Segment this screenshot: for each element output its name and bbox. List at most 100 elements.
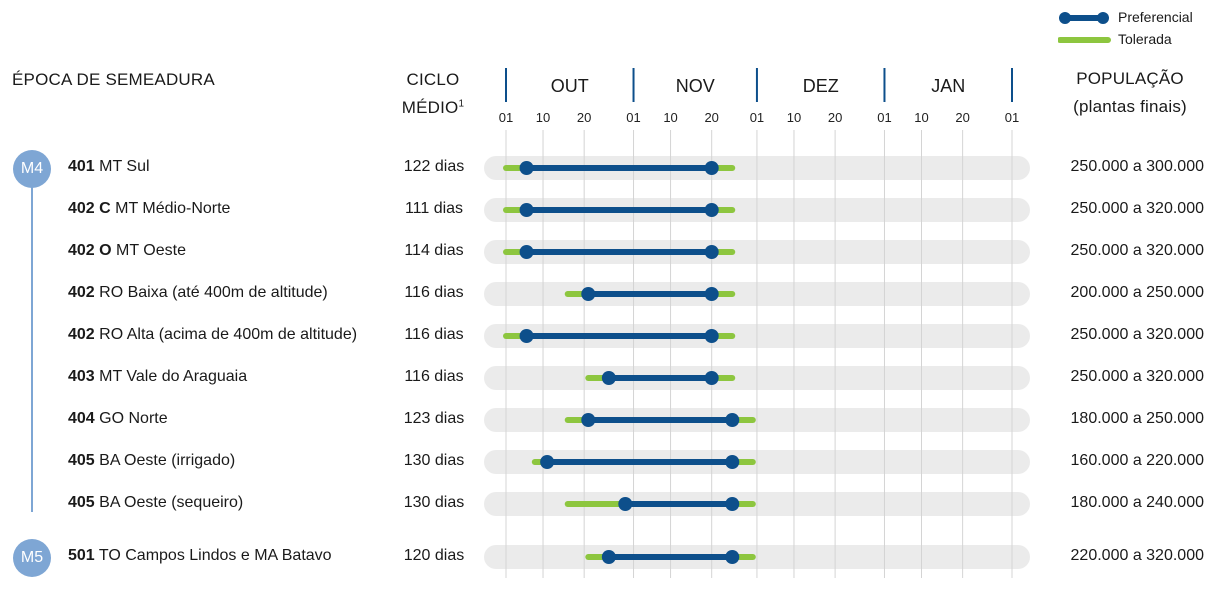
preferred-end-dot bbox=[725, 455, 740, 469]
row-name: RO Baixa (até 400m de altitude) bbox=[94, 284, 328, 301]
row-label: 404 GO Norte bbox=[68, 410, 168, 428]
row-label: 405 BA Oeste (irrigado) bbox=[68, 452, 235, 470]
month-label: JAN bbox=[931, 76, 966, 96]
row-population: 250.000 a 320.000 bbox=[1070, 242, 1204, 259]
row-cycle: 123 dias bbox=[403, 410, 465, 427]
row-label: 405 BA Oeste (sequeiro) bbox=[68, 494, 243, 512]
preferred-start-dot bbox=[540, 455, 555, 469]
row-population: 160.000 a 220.000 bbox=[1070, 452, 1204, 469]
row-cycle: 130 dias bbox=[403, 494, 465, 511]
tick-label: 01 bbox=[877, 110, 892, 125]
row-name: BA Oeste (sequeiro) bbox=[94, 494, 244, 511]
row-code: 402 bbox=[68, 326, 95, 343]
row-label: 402 RO Baixa (até 400m de altitude) bbox=[68, 284, 328, 302]
tick-label: 10 bbox=[914, 110, 929, 125]
row-cycle: 116 dias bbox=[404, 326, 464, 343]
preferred-start-dot bbox=[581, 287, 596, 301]
tick-label: 01 bbox=[498, 110, 514, 125]
month-label: NOV bbox=[675, 76, 715, 96]
row-code: 405 bbox=[68, 494, 95, 511]
row-cycle: 122 dias bbox=[403, 158, 465, 175]
row-label: 403 MT Vale do Araguaia bbox=[68, 368, 247, 386]
row-code: 403 bbox=[68, 368, 95, 385]
row-cycle: 114 dias bbox=[404, 242, 464, 259]
tick-label: 01 bbox=[1004, 110, 1020, 125]
row-code: 402 O bbox=[68, 242, 112, 259]
preferred-end-dot bbox=[725, 413, 740, 427]
row-name: TO Campos Lindos e MA Batavo bbox=[94, 547, 332, 564]
row-name: RO Alta (acima de 400m de altitude) bbox=[94, 326, 358, 343]
row-cycle: 120 dias bbox=[403, 547, 465, 564]
row-label: 501 TO Campos Lindos e MA Batavo bbox=[68, 547, 332, 565]
preferred-start-dot bbox=[581, 413, 596, 427]
row-name: MT Vale do Araguaia bbox=[94, 368, 248, 385]
row-name: MT Sul bbox=[94, 158, 150, 175]
row-label: 402 O MT Oeste bbox=[68, 242, 186, 260]
preferred-start-dot bbox=[601, 550, 616, 564]
row-population: 250.000 a 320.000 bbox=[1070, 368, 1204, 385]
tick-label: 20 bbox=[576, 110, 592, 125]
row-code: 401 bbox=[68, 158, 95, 175]
row-code: 402 C bbox=[68, 200, 111, 217]
row-name: GO Norte bbox=[94, 410, 168, 427]
preferred-end-dot bbox=[704, 203, 719, 217]
cycle-footnote-marker: 1 bbox=[458, 98, 465, 110]
preferred-start-dot bbox=[519, 161, 534, 175]
legend-preferred-dot-start bbox=[1059, 12, 1071, 24]
row-label: 402 C MT Médio-Norte bbox=[68, 200, 230, 218]
row-cycle: 130 dias bbox=[403, 452, 465, 469]
row-code: 501 bbox=[68, 547, 95, 564]
row-code: 404 bbox=[68, 410, 95, 427]
preferred-end-dot bbox=[725, 550, 740, 564]
group-m4-connector bbox=[31, 186, 33, 512]
row-population: 200.000 a 250.000 bbox=[1070, 284, 1204, 301]
row-population: 250.000 a 320.000 bbox=[1070, 200, 1204, 217]
cycle-header-line1: CICLO bbox=[406, 70, 460, 89]
row-population: 180.000 a 250.000 bbox=[1070, 410, 1204, 427]
legend-preferred-label: Preferencial bbox=[1118, 9, 1193, 25]
preferred-start-dot bbox=[519, 245, 534, 259]
preferred-end-dot bbox=[704, 287, 719, 301]
preferred-start-dot bbox=[618, 497, 633, 511]
tick-label: 20 bbox=[827, 110, 843, 125]
row-population: 250.000 a 300.000 bbox=[1070, 158, 1204, 175]
row-population: 250.000 a 320.000 bbox=[1070, 326, 1204, 343]
row-code: 405 bbox=[68, 452, 95, 469]
tick-label: 20 bbox=[955, 110, 970, 125]
row-label: 402 RO Alta (acima de 400m de altitude) bbox=[68, 326, 357, 344]
group-badge-m5: M5 bbox=[13, 539, 51, 577]
row-population: 220.000 a 320.000 bbox=[1070, 547, 1204, 564]
row-name: BA Oeste (irrigado) bbox=[94, 452, 236, 469]
cycle-header-line2: MÉDIO1 bbox=[398, 98, 468, 118]
row-population: 180.000 a 240.000 bbox=[1070, 494, 1204, 511]
population-header-line2: (plantas finais) bbox=[1073, 97, 1187, 116]
row-cycle: 116 dias bbox=[404, 284, 464, 301]
tick-label: 10 bbox=[786, 110, 802, 125]
tick-label: 01 bbox=[749, 110, 765, 125]
tick-label: 20 bbox=[704, 110, 719, 125]
cycle-header-text: MÉDIO bbox=[401, 98, 459, 117]
group-badge-m4: M4 bbox=[13, 150, 51, 188]
preferred-end-dot bbox=[725, 497, 740, 511]
tick-label: 01 bbox=[626, 110, 641, 125]
month-label: OUT bbox=[550, 76, 589, 96]
population-header-line1: POPULAÇÃO bbox=[1076, 69, 1184, 88]
tick-label: 10 bbox=[535, 110, 551, 125]
sowing-header: ÉPOCA DE SEMEADURA bbox=[12, 70, 215, 89]
month-label: DEZ bbox=[802, 76, 839, 96]
preferred-end-dot bbox=[704, 245, 719, 259]
legend-preferred-dot-end bbox=[1097, 12, 1109, 24]
tick-label: 10 bbox=[663, 110, 678, 125]
preferred-start-dot bbox=[519, 329, 534, 343]
legend-swatches bbox=[1058, 12, 1111, 43]
row-name: MT Oeste bbox=[111, 242, 186, 259]
row-code: 402 bbox=[68, 284, 95, 301]
preferred-start-dot bbox=[601, 371, 616, 385]
row-cycle: 116 dias bbox=[404, 368, 464, 385]
preferred-end-dot bbox=[704, 161, 719, 175]
row-name: MT Médio-Norte bbox=[110, 200, 231, 217]
row-cycle: 111 dias bbox=[404, 200, 464, 217]
preferred-start-dot bbox=[519, 203, 534, 217]
preferred-end-dot bbox=[704, 371, 719, 385]
